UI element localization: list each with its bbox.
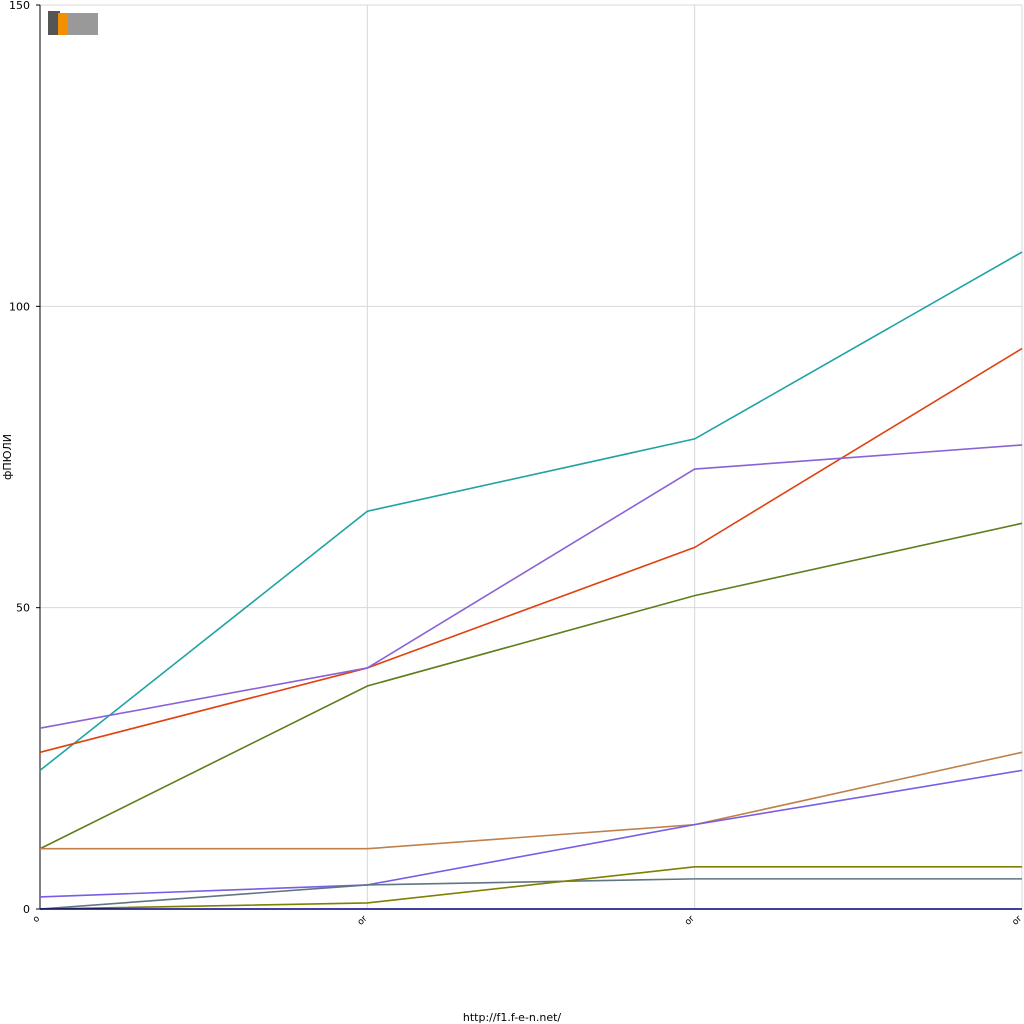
y-tick-label: 150 xyxy=(9,0,30,12)
y-tick-label: 50 xyxy=(16,602,30,615)
y-axis-label: фПЮЛИ xyxy=(1,434,14,480)
series-line xyxy=(39,347,1023,754)
series-line xyxy=(39,769,1023,898)
series-line xyxy=(39,251,1023,772)
footer: http://f1.f-e-n.net/ xyxy=(463,1011,562,1024)
series-line xyxy=(39,522,1023,850)
x-tick-label: or xyxy=(1011,914,1024,928)
x-tick-label: or xyxy=(356,914,370,928)
series-line xyxy=(39,878,1022,910)
logo xyxy=(48,11,98,35)
x-tick-label: or xyxy=(683,914,697,928)
series-line xyxy=(39,866,1022,910)
y-tick-label: 100 xyxy=(9,300,30,313)
x-tick-label: o xyxy=(31,914,42,925)
series-line xyxy=(39,444,1023,729)
series-line xyxy=(40,751,1023,850)
y-tick-label: 0 xyxy=(23,903,30,916)
